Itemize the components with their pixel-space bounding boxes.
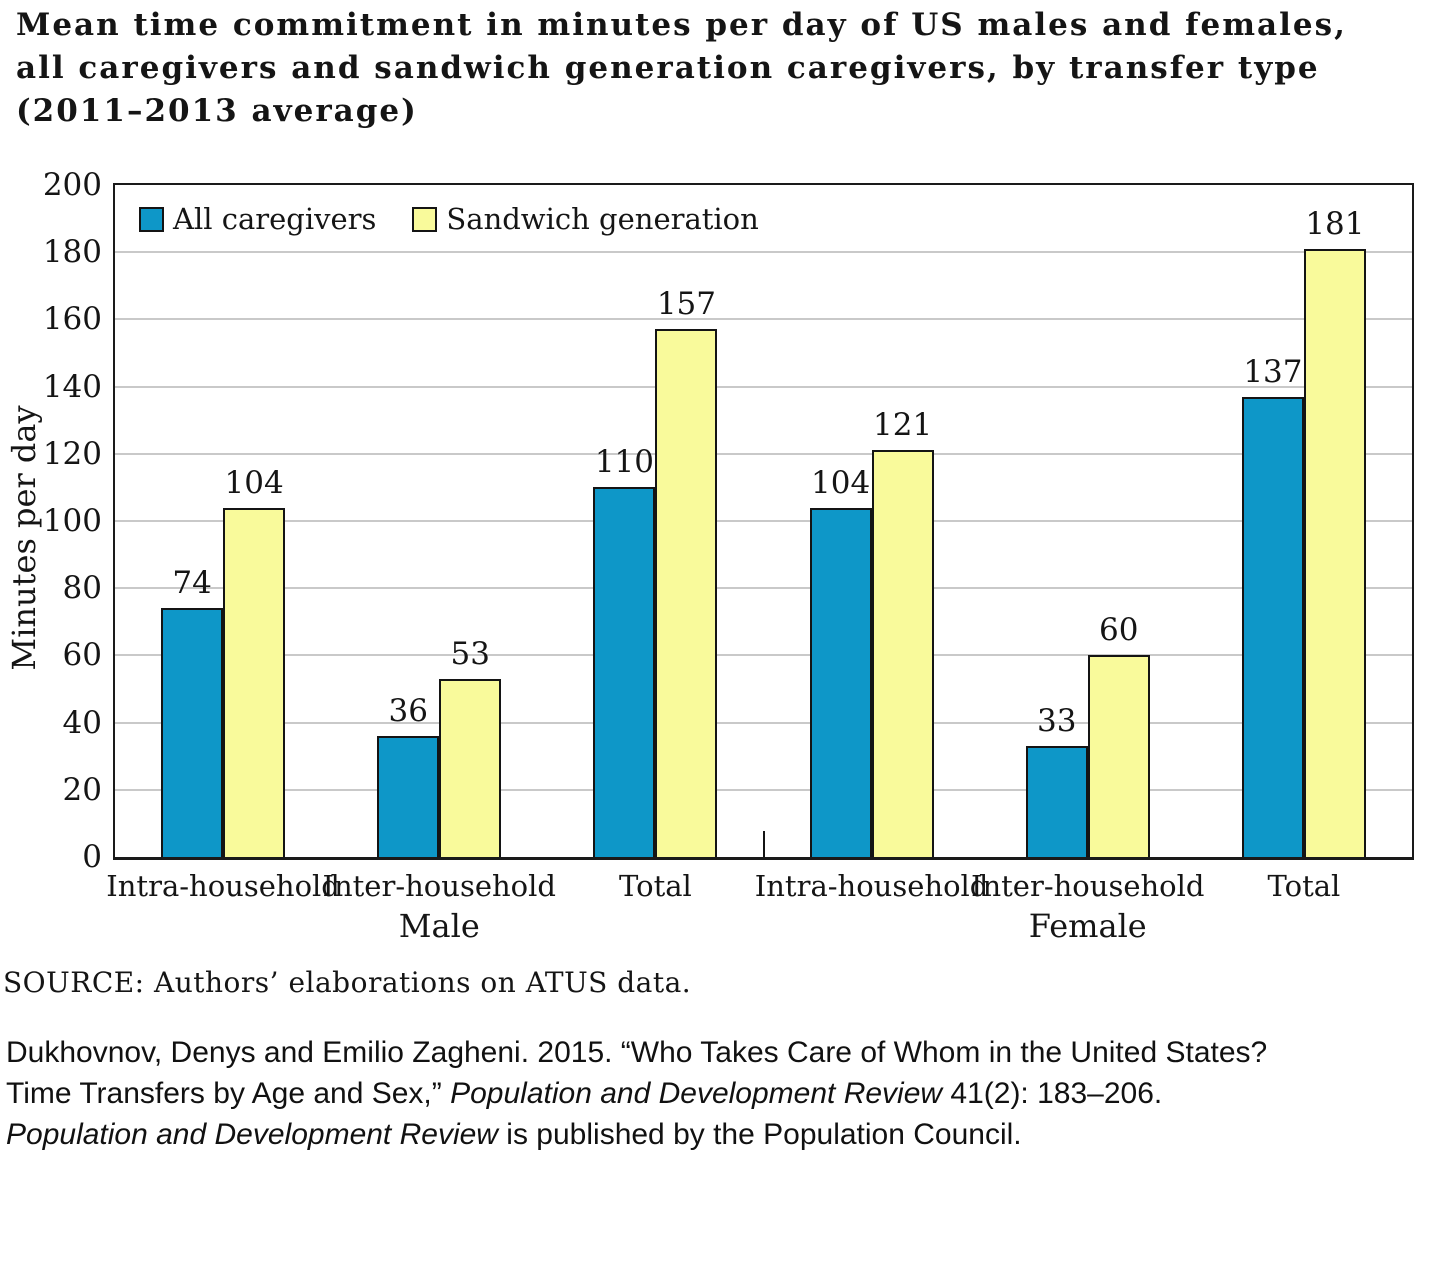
gridline-60: [115, 654, 1412, 657]
bar-value-label-sandwich-generation-1: 53: [450, 635, 490, 672]
bar-sandwich-generation-intra-household-3: [871, 450, 934, 857]
bar-all-caregivers-intra-household-3: [809, 507, 872, 857]
x-group-label-male: Male: [398, 907, 480, 945]
bar-value-label-all-caregivers-5: 137: [1243, 353, 1303, 390]
y-tick-label-0: 0: [82, 839, 102, 875]
citation-line-2: Time Transfers by Age and Sex,” Populati…: [6, 1073, 1267, 1114]
y-axis-label: Minutes per day: [5, 405, 43, 671]
gridline-120: [115, 452, 1412, 455]
legend-swatch-sandwich-generation: [412, 206, 438, 232]
bar-all-caregivers-intra-household-0: [161, 608, 224, 857]
chart-title-line-3: (2011–2013 average): [16, 93, 418, 129]
bar-value-label-sandwich-generation-3: 121: [872, 407, 933, 444]
citation-text: is published by the Population Council.: [497, 1118, 1022, 1151]
citation: Dukhovnov, Denys and Emilio Zagheni. 201…: [6, 1032, 1267, 1155]
legend-label-sandwich-generation: Sandwich generation: [446, 202, 759, 236]
gridline-180: [115, 251, 1412, 254]
citation-journal-name: Population and Development Review: [450, 1077, 943, 1110]
legend-label-all-caregivers: All caregivers: [173, 202, 377, 236]
bar-sandwich-generation-inter-household-4: [1087, 655, 1150, 857]
chart-title-line-1: Mean time commitment in minutes per day …: [16, 7, 1347, 43]
citation-line-1: Dukhovnov, Denys and Emilio Zagheni. 201…: [6, 1032, 1267, 1073]
y-tick-label-100: 100: [42, 503, 102, 539]
gridline-20: [115, 788, 1412, 791]
group-divider-tick: [762, 831, 765, 857]
y-tick-label-40: 40: [62, 704, 102, 741]
bar-value-label-all-caregivers-0: 74: [172, 565, 212, 602]
gridline-140: [115, 385, 1412, 388]
gridline-40: [115, 721, 1412, 724]
y-tick-label-180: 180: [42, 234, 102, 271]
chart-title: Mean time commitment in minutes per day …: [16, 4, 1347, 133]
legend: All caregivers Sandwich generation: [139, 202, 759, 236]
bar-value-label-all-caregivers-4: 33: [1037, 703, 1077, 740]
citation-line-3: Population and Development Review is pub…: [6, 1114, 1267, 1155]
y-tick-label-20: 20: [62, 771, 102, 808]
citation-text: Dukhovnov, Denys and Emilio Zagheni. 201…: [6, 1036, 1268, 1069]
x-tick-label-intra-household-3: Intra-household: [754, 869, 989, 903]
bar-value-label-sandwich-generation-4: 60: [1099, 612, 1139, 649]
chart-title-line-2: all caregivers and sandwich generation c…: [16, 50, 1320, 86]
bar-value-label-sandwich-generation-0: 104: [224, 464, 284, 501]
legend-item-sandwich-generation: Sandwich generation: [412, 202, 759, 236]
bar-sandwich-generation-inter-household-1: [439, 678, 502, 857]
bar-sandwich-generation-total-2: [655, 329, 718, 857]
y-tick-label-120: 120: [42, 435, 102, 472]
citation-text: Time Transfers by Age and Sex,”: [6, 1077, 451, 1110]
bar-all-caregivers-total-5: [1241, 396, 1304, 857]
bar-value-label-sandwich-generation-5: 181: [1305, 205, 1365, 242]
x-tick-label-inter-household-1: Inter-household: [322, 869, 556, 903]
citation-journal-name: Population and Development Review: [6, 1118, 498, 1151]
bar-value-label-sandwich-generation-2: 157: [656, 286, 716, 323]
bar-all-caregivers-inter-household-1: [377, 736, 440, 857]
x-group-label-female: Female: [1028, 907, 1147, 945]
gridline-100: [115, 520, 1412, 522]
gridline-160: [115, 318, 1412, 321]
source-note: SOURCE: Authors’ elaborations on ATUS da…: [3, 966, 692, 999]
bar-sandwich-generation-total-5: [1303, 248, 1366, 857]
legend-item-all-caregivers: All caregivers: [139, 202, 376, 236]
y-tick-label-200: 200: [42, 167, 102, 203]
y-tick-label-160: 160: [42, 301, 102, 338]
bar-value-label-all-caregivers-1: 36: [388, 693, 428, 730]
y-tick-label-140: 140: [42, 368, 102, 405]
gridline-80: [115, 587, 1412, 590]
y-tick-label-60: 60: [62, 637, 102, 674]
plot-area: All caregivers Sandwich generation 0 20 40…: [43, 167, 1414, 945]
legend-swatch-all-caregivers: [139, 206, 164, 232]
bar-all-caregivers-inter-household-4: [1025, 746, 1088, 857]
bar-value-label-all-caregivers-2: 110: [594, 444, 654, 481]
y-tick-label-80: 80: [62, 570, 102, 607]
x-tick-label-intra-household-0: Intra-household: [106, 869, 340, 903]
bar-value-label-all-caregivers-3: 104: [810, 464, 871, 501]
bar-all-caregivers-total-2: [593, 487, 656, 857]
x-tick-label-total-5: Total: [1267, 869, 1341, 903]
x-tick-label-total-2: Total: [619, 869, 692, 903]
x-tick-label-inter-household-4: Inter-household: [971, 869, 1205, 903]
citation-text: 41(2): 183–206.: [942, 1077, 1163, 1110]
bar-sandwich-generation-intra-household-0: [223, 507, 286, 857]
